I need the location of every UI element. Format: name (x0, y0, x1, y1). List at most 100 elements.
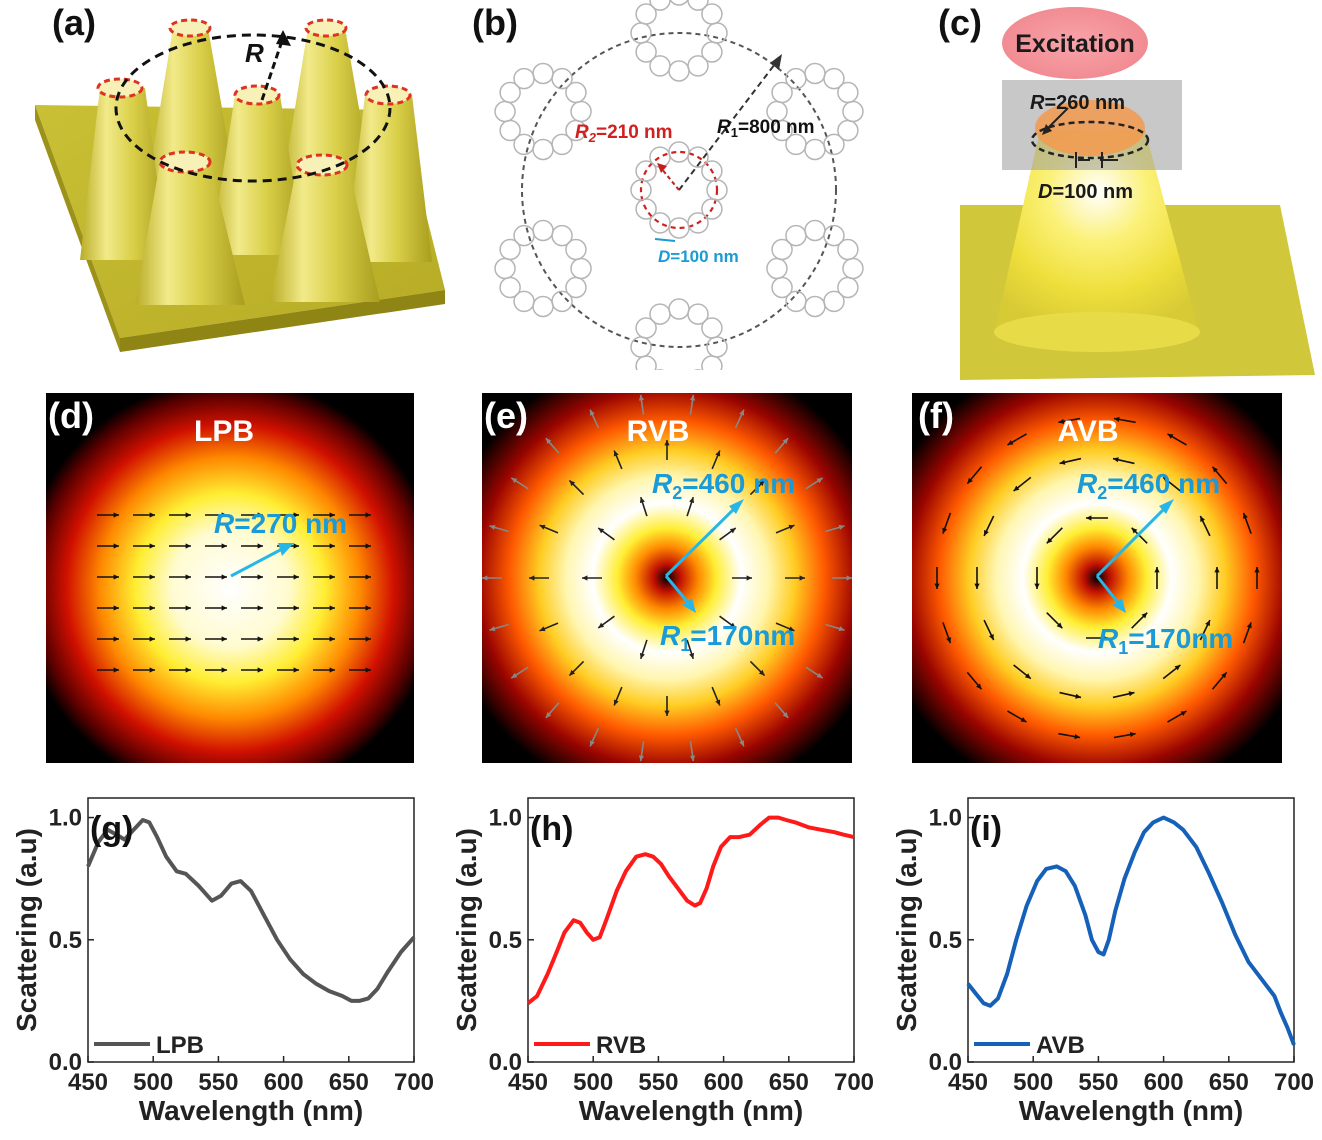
r2-value-f: =460 nm (1107, 468, 1220, 499)
nanorod-circle (570, 257, 592, 280)
nanorod-circle (837, 276, 859, 299)
field-arrow (1046, 612, 1063, 629)
x-tick-label: 650 (1209, 1069, 1249, 1096)
field-arrow (719, 527, 737, 541)
nanorod-circle (687, 303, 709, 325)
r1-sub-e: 1 (680, 635, 690, 655)
field-arrow (205, 605, 227, 611)
field-arrow (97, 636, 119, 642)
field-arrow (169, 636, 191, 642)
field-arrow (1131, 612, 1148, 629)
panel-label-c: (c) (938, 2, 982, 43)
field-arrow (313, 574, 335, 580)
field-arrow (510, 477, 529, 490)
d-value-c: =100 nm (1052, 181, 1133, 203)
cone-mid-left (80, 77, 168, 260)
field-arrow (1242, 622, 1252, 644)
panel-b: R2=210 nm R1=800 nm D=100 nm (b) (465, 0, 885, 396)
field-arrow (775, 524, 795, 534)
field-arrow (686, 496, 695, 517)
field-arrow (97, 574, 119, 580)
field-arrow (1046, 527, 1063, 544)
cone-back-right (280, 18, 375, 200)
nanorod-circle (701, 41, 723, 63)
svg-text:R=270 nm: R=270 nm (214, 508, 347, 539)
field-arrow (639, 639, 648, 660)
field-arrow (568, 660, 585, 677)
field-arrow (589, 727, 600, 747)
nanorod-circle (842, 257, 864, 280)
field-arrow (1162, 476, 1181, 492)
field-arrow (1167, 710, 1187, 723)
r2-symbol-e: R (652, 468, 673, 499)
x-tick-label: 450 (948, 1069, 988, 1096)
field-arrow (169, 605, 191, 611)
polarization-arrows-lpb (97, 512, 371, 673)
nanorod-circle (766, 257, 788, 280)
r2-value: =210 nm (596, 122, 673, 143)
r2-sub: 2 (588, 130, 597, 145)
field-arrow (966, 466, 983, 485)
field-arrow (711, 686, 721, 706)
field-arrow (545, 702, 560, 719)
field-arrow (349, 512, 371, 518)
field-arrow (169, 543, 191, 549)
field-arrow (638, 394, 645, 415)
field-arrow (241, 636, 263, 642)
series-line-avb (966, 815, 1296, 1046)
nanorod-circle (687, 0, 709, 11)
series-line-lpb (86, 818, 416, 1003)
field-arrow (1034, 567, 1040, 589)
field-arrow (613, 450, 623, 470)
x-tick-label: 600 (264, 1069, 304, 1096)
field-arrow (313, 512, 335, 518)
nanorod-circle (565, 238, 587, 261)
nanorod-circle (669, 0, 689, 6)
chart-g: 450 500 550 600 650 700 0.0 0.5 1.0 Wavelength (n… (11, 797, 434, 1126)
field-arrow (277, 605, 299, 611)
panel-label-d: (d) (48, 395, 94, 436)
d-symbol-c: D (1038, 181, 1052, 203)
field-arrow (539, 622, 559, 632)
nanorod-circle (532, 138, 554, 161)
field-arrow (732, 575, 752, 581)
legend-label: RVB (596, 1032, 646, 1059)
field-arrow (983, 619, 995, 641)
field-arrow (205, 543, 227, 549)
d-symbol-b: D (658, 247, 670, 266)
r1-symbol-e: R (660, 620, 681, 651)
r1-symbol-f: R (1098, 623, 1119, 654)
field-arrow (711, 450, 721, 470)
field-arrow (1086, 635, 1108, 641)
field-arrow (349, 574, 371, 580)
nanorod-circle (513, 67, 535, 90)
field-arrow (1013, 664, 1032, 680)
field-arrow (589, 409, 600, 429)
field-arrow (277, 636, 299, 642)
field-arrow (785, 575, 805, 581)
cone-front-left (135, 150, 245, 305)
field-arrow (1013, 476, 1032, 492)
chart-panel-label: (i) (970, 810, 1002, 848)
nanorod-circle (551, 67, 573, 90)
field-arrow (597, 615, 615, 629)
r2-sub-e: 2 (672, 483, 682, 503)
nanorod-circle (532, 62, 554, 85)
r-value-c: =260 nm (1044, 92, 1125, 114)
field-arrow (638, 741, 645, 762)
plot-frame (527, 797, 855, 1063)
field-arrow (205, 636, 227, 642)
field-arrow (1242, 512, 1252, 534)
field-arrow (942, 622, 952, 644)
field-arrow (277, 512, 299, 518)
nanorod-circle (635, 3, 657, 25)
nanorod-circle (630, 22, 652, 44)
r1-sub-f: 1 (1118, 638, 1128, 658)
chart-h: 450 500 550 600 650 700 0.0 0.5 1.0 Wavelength (n… (451, 797, 874, 1126)
r1-value: =800 nm (738, 117, 815, 138)
panel-label-a: (a) (52, 2, 96, 43)
field-arrow (241, 605, 263, 611)
field-arrow (597, 527, 615, 541)
r-value-d: =270 nm (234, 508, 347, 539)
panel-label-f: (f) (918, 395, 954, 436)
